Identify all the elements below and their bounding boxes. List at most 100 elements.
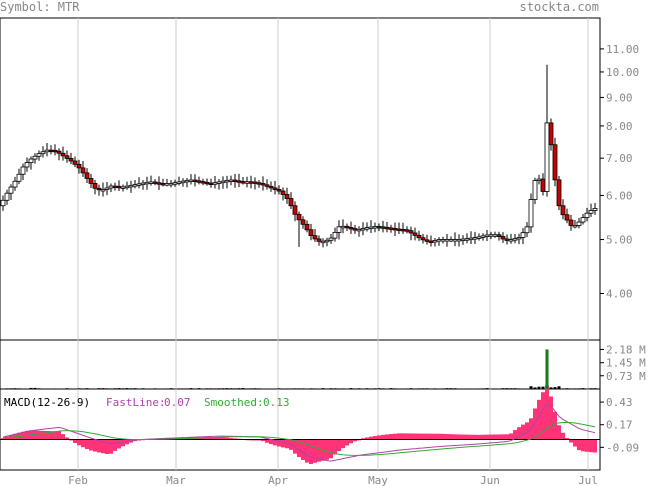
candle-body [208,182,214,185]
volume-bar [573,388,577,389]
volume-bar [217,388,221,389]
volume-bar [189,388,193,389]
volume-bar [289,388,293,389]
candle-body [508,239,514,242]
candle-body [452,239,458,242]
x-tick-label: Apr [268,474,288,486]
candle-body [236,180,242,183]
candle-body [108,185,114,189]
volume-bar [529,386,533,389]
macd-hist-bar [569,439,573,443]
candle-body [368,226,374,229]
volume-bar [333,388,337,389]
volume-bar [129,388,133,389]
candle-body [348,227,354,230]
candle-body [416,234,422,239]
macd-hist-bar [117,439,121,449]
volume-bar [237,388,241,389]
macd-hist-bar [305,439,309,463]
macd-smooth-label: Smoothed: [204,396,264,409]
macd-hist-bar [333,439,337,455]
macd-hist-bar [497,434,501,440]
volume-bar [221,388,225,389]
macd-hist-bar [405,433,409,440]
volume-bar [213,388,217,389]
macd-hist-bar [225,437,229,440]
macd-hist-bar [285,439,289,449]
grid [77,18,604,470]
macd-hist-bar [553,411,557,440]
candle-body [228,179,234,182]
candle-body [568,219,574,226]
macd-fast-line [2,403,596,462]
macd-hist-bar [533,408,537,440]
volume-bar [241,388,245,389]
macd-hist-bar [213,436,217,440]
candle-body [440,239,446,242]
candle-body [584,212,590,218]
candle-body [392,228,398,231]
volume-bar [37,388,41,389]
candle-body [128,184,134,188]
macd-tick-labels: 0.43 0.17 -0.09 [600,396,639,454]
candle-body [448,239,454,242]
macd-fast-label: FastLine: [106,396,166,409]
candle-body [256,182,262,185]
volume-tick-label: 0.73 M [606,370,646,383]
candle-body [264,184,270,187]
volume-bar [153,388,157,389]
volume-bar [325,388,329,389]
volume-bar [85,388,89,389]
volume-bar [513,388,517,389]
macd-hist-bar [273,439,277,446]
volume-bar [445,388,449,389]
volume-bar [377,388,381,389]
macd-hist-bar [369,436,373,440]
volume-bar [425,388,429,389]
candle-body [592,207,598,211]
macd-hist-bar [389,434,393,440]
macd-hist-bar [329,439,333,459]
macd-hist-bar [5,436,9,440]
macd-hist-bar [325,439,329,460]
macd-hist-bar [205,437,209,440]
candle-body [196,180,202,183]
candle-body [248,181,254,184]
macd-hist-bar [457,434,461,440]
candle-body [124,185,130,189]
candle-body [28,158,34,163]
symbol-label: Symbol: MTR [0,0,80,14]
macd-hist-bar [217,436,221,440]
macd-hist-bar [485,434,489,440]
macd-hist-bar [385,434,389,440]
candle-body [8,186,14,194]
volume-bar [205,388,209,389]
volume-bar [309,388,313,389]
volume-bar [565,388,569,389]
candle-body [216,181,222,184]
volume-bar [549,387,553,389]
macd-hist-bar [65,437,69,440]
candle-body [328,237,334,241]
volume-bar [181,388,185,389]
candle-body [168,183,174,186]
candle-body [444,239,450,242]
candle-body [512,238,518,241]
macd-hist-bar [397,433,401,440]
candle-body [152,181,158,184]
candle-body [72,160,78,165]
candle-body [372,226,378,229]
macd-tick-label: -0.09 [606,441,639,454]
macd-hist-bar [365,437,369,440]
candle-body [20,166,26,175]
candle-body [268,185,274,189]
macd-hist-bar [505,434,509,440]
candle-body [352,228,358,231]
macd-hist-bar [353,439,357,442]
candle-body [296,213,302,221]
candles [0,64,598,248]
macd-histogram [1,385,597,465]
macd-hist-bar [417,433,421,440]
macd-tick-label: 0.43 [606,396,633,409]
